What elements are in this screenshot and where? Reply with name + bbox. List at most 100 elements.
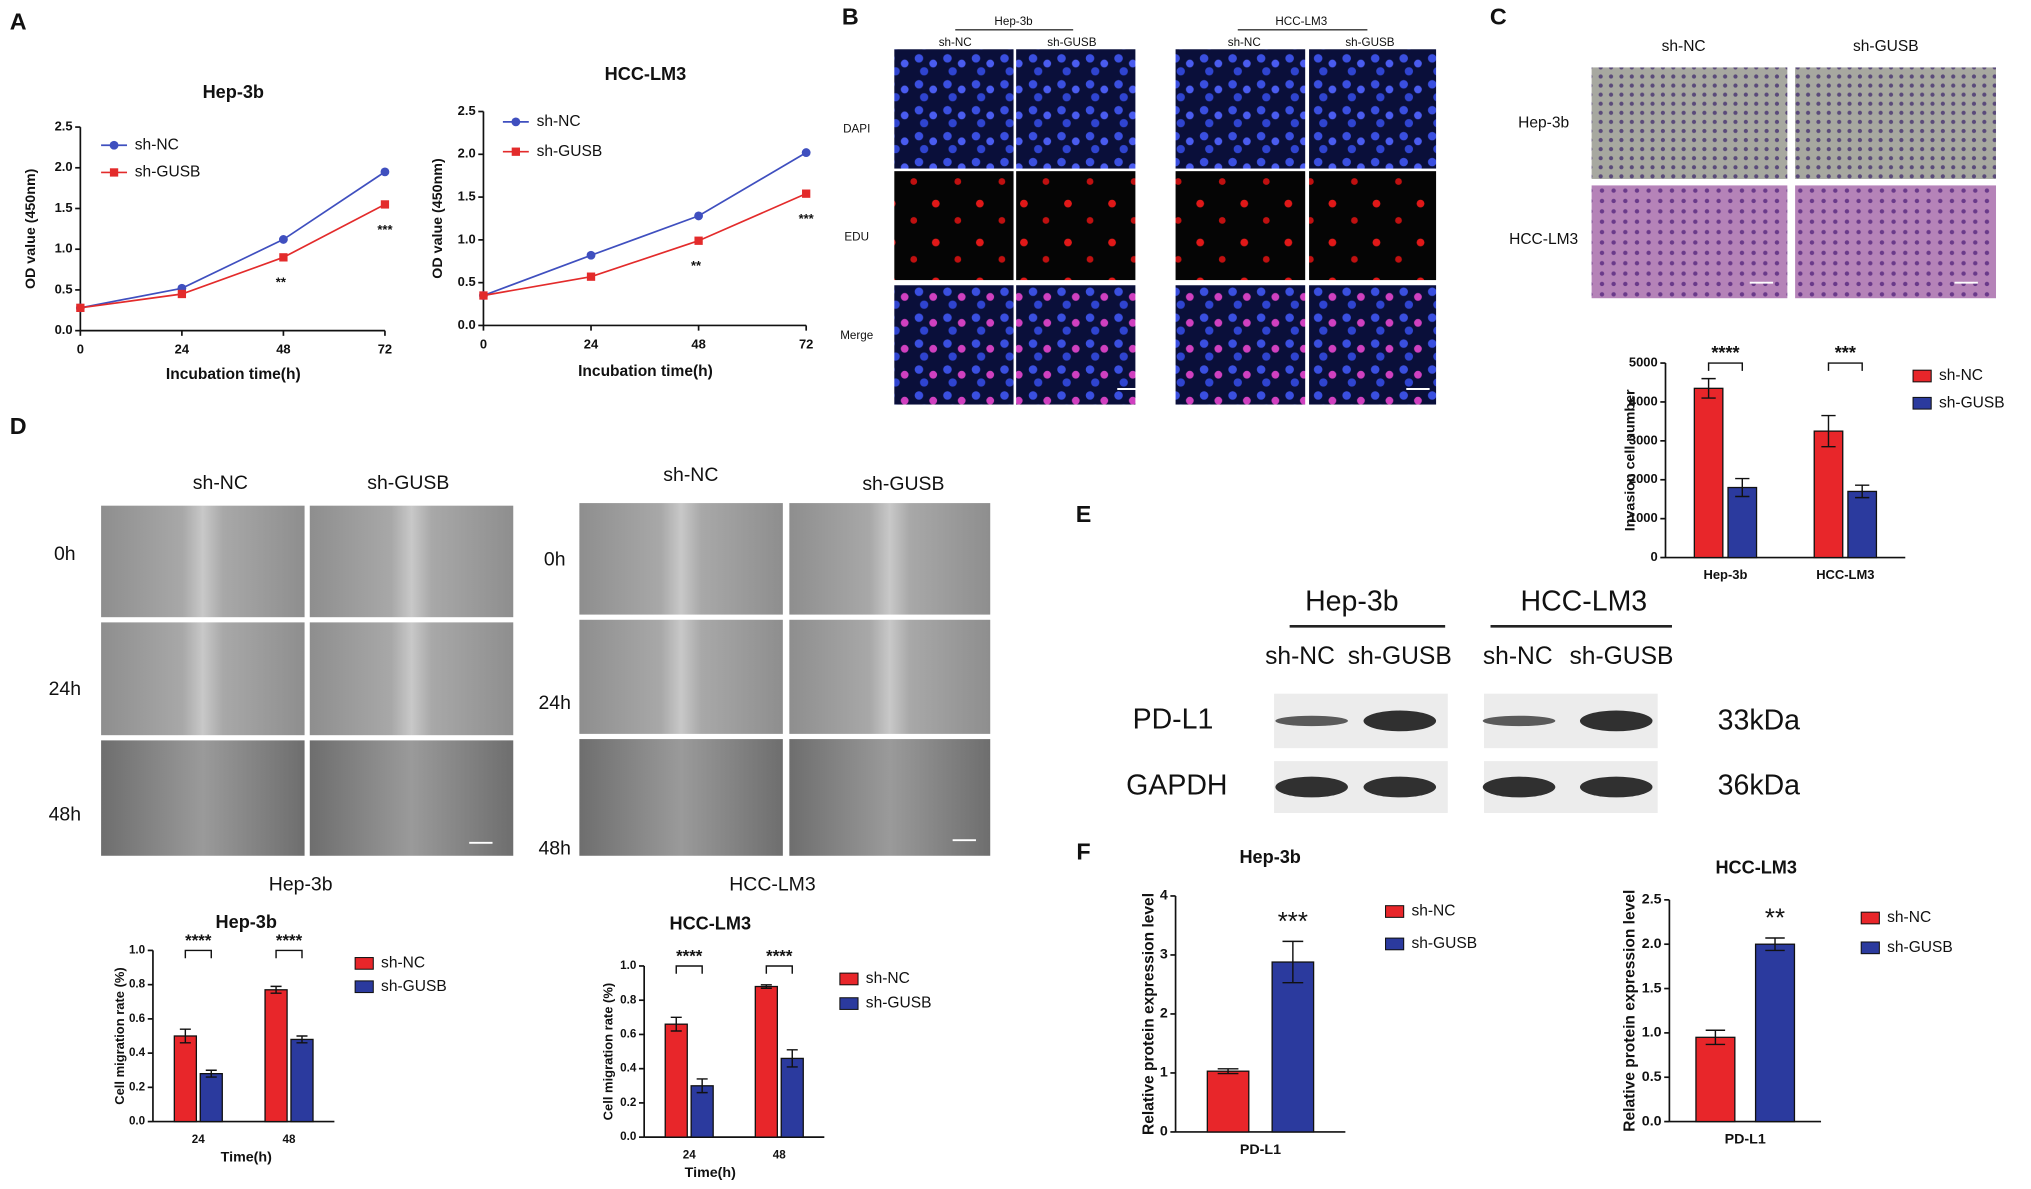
image-tile [1016,285,1136,405]
y-tick-label: 1.0 [1642,1025,1662,1041]
legend-label: sh-NC [1411,903,1455,920]
column-label: sh-GUSB [367,472,449,494]
row-label: HCC-LM3 [1509,231,1578,248]
bar [690,1085,714,1138]
legend-label: sh-NC [381,954,425,971]
significance-bracket [765,965,793,974]
image-tile [101,740,305,856]
error-bar [1821,414,1836,448]
y-tick-label: 0.6 [620,1028,637,1041]
x-tick-label: 24 [192,1133,205,1146]
column-label: sh-GUSB [1853,38,1919,55]
y-tick-label: 1000 [1629,510,1658,525]
error-bar [1705,1029,1726,1046]
point [76,303,85,312]
column-label: sh-GUSB [1348,643,1452,670]
y-tick-label: 0.0 [458,317,476,332]
legend-label: sh-NC [1887,909,1931,926]
y-tick-label: 0.0 [1642,1113,1662,1129]
y-tick-label: 1.5 [55,200,73,215]
x-tick-label: 48 [276,342,290,357]
image-tile [579,619,783,734]
chart-title: HCC-LM3 [605,64,687,84]
annotation: **** [676,946,703,965]
y-tick-label: 0.8 [620,993,637,1006]
chart-title: HCC-LM3 [1715,858,1797,878]
legend-label: sh-NC [1939,367,1983,384]
row-label: EDU [844,230,869,243]
error-bar [1735,477,1750,498]
x-axis-label: Time(h) [685,1165,736,1181]
error-bar [1855,484,1870,499]
y-tick-label: 0.5 [55,281,73,296]
legend-swatch [354,957,374,970]
image-tile [789,739,991,856]
y-tick-label: 4000 [1629,393,1658,408]
y-tick-label: 0.8 [129,978,146,991]
column-label: sh-NC [1265,643,1335,670]
y-axis-label: Cell migration rate (%) [601,983,616,1121]
annotation: *** [1835,343,1857,363]
y-tick-label: 2.0 [55,159,73,174]
x-tick-label: 72 [799,336,813,351]
legend-swatch [1860,941,1880,955]
image-tile [1591,67,1788,179]
annotation: ** [691,258,702,273]
group-label: Hep-3b [994,15,1032,28]
image-tile [309,505,514,618]
error-bar [1282,940,1304,984]
image-tile [789,503,991,615]
y-axis-label: Cell migration rate (%) [112,967,127,1105]
error-bar [1701,377,1716,399]
row-label: 48h [49,804,81,826]
y-tick-label: 0.5 [1642,1069,1662,1085]
y-tick-label: 2.0 [458,146,476,161]
bar [199,1073,223,1123]
error-bar [786,1049,798,1068]
panel-label: F [1076,838,1090,864]
image-tile [1016,171,1136,281]
x-tick-label: 24 [175,342,190,357]
panel-label: A [10,8,27,34]
bar [1206,1070,1250,1133]
point [586,250,596,260]
caption: Hep-3b [269,874,333,896]
y-axis-label: Invasion cell number [1622,389,1638,531]
y-tick-label: 0.5 [458,274,476,289]
annotation: *** [377,222,393,237]
bar [780,1057,804,1138]
chart-title: Hep-3b [216,912,277,932]
size-label: 33kDa [1718,705,1801,737]
image-tile [894,285,1014,405]
legend-swatch [1385,905,1405,918]
bar [1271,961,1315,1133]
annotation: ** [276,275,287,290]
column-label: sh-NC [1228,36,1261,49]
image-tile [309,740,514,856]
column-label: sh-GUSB [1345,36,1394,49]
annotation: *** [1278,908,1308,936]
error-bar [760,984,772,989]
image-tile [1591,185,1788,299]
row-label: Merge [840,329,873,342]
blot-band [1579,776,1653,798]
annotation: *** [799,211,815,226]
y-tick-label: 3000 [1629,432,1658,447]
y-tick-label: 2.5 [458,103,476,118]
point [586,272,596,281]
image-tile [1175,285,1306,405]
image-tile [1795,185,1997,299]
y-tick-label: 2.5 [55,118,73,133]
chart-title: Hep-3b [1239,847,1300,867]
group-label: HCC-LM3 [1275,15,1327,28]
y-tick-label: 0.2 [129,1080,146,1093]
point [380,200,390,209]
error-bar [205,1069,217,1078]
error-bar [179,1028,191,1044]
annotation: **** [276,931,303,950]
legend-marker [511,117,521,127]
x-axis-label: Incubation time(h) [578,363,713,380]
x-tick-label: HCC-LM3 [1816,567,1874,582]
legend-label: sh-NC [537,113,581,130]
